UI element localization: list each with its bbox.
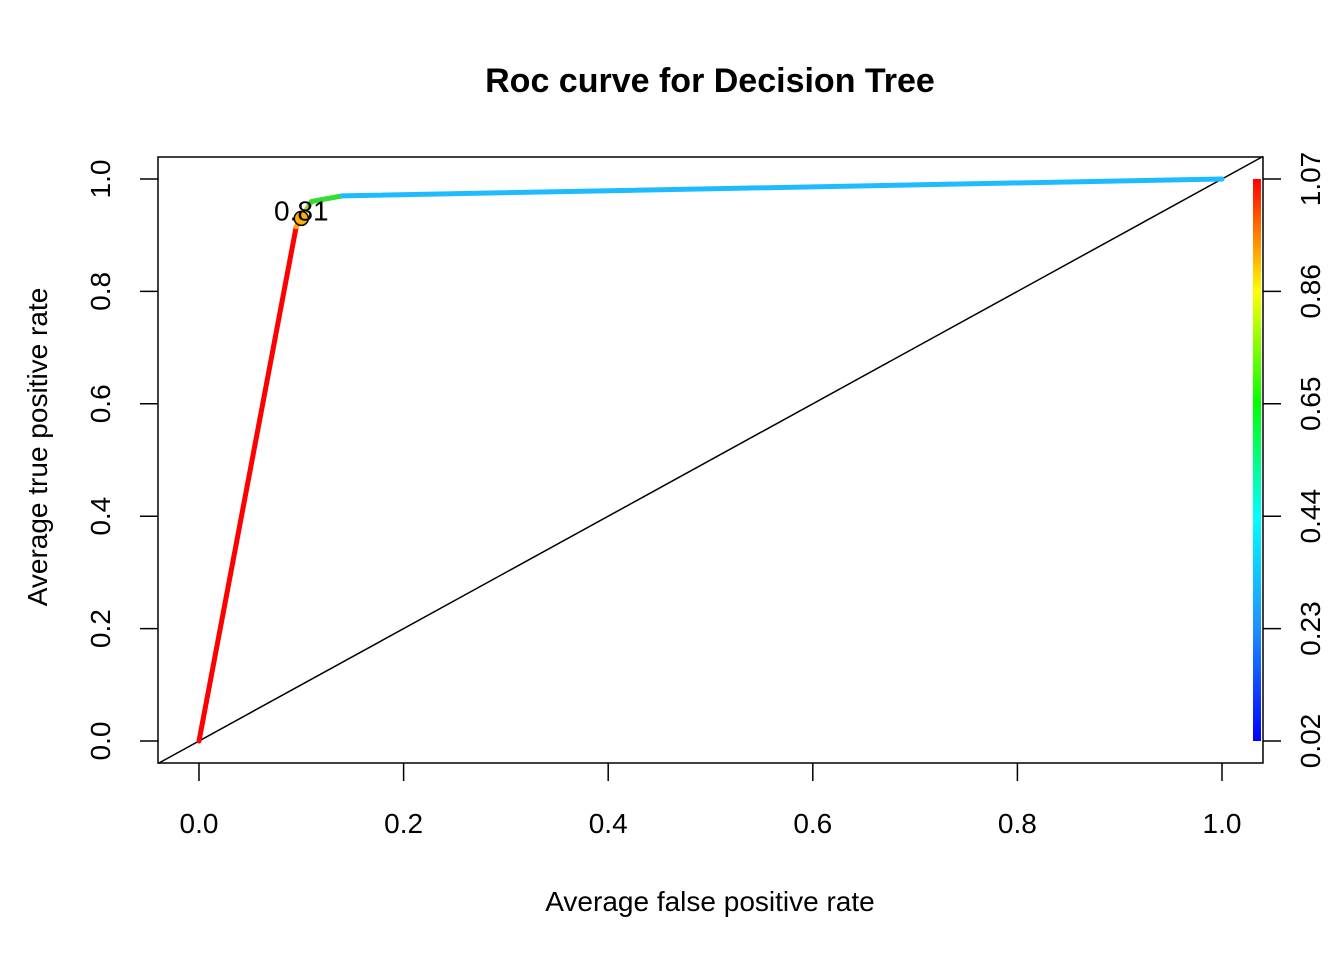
x-tick-label: 0.2 <box>384 808 423 839</box>
x-tick-label: 0.6 <box>793 808 832 839</box>
colorbar-tick-label: 0.44 <box>1295 489 1326 544</box>
colorbar-tick-label: 0.23 <box>1295 601 1326 656</box>
x-tick-label: 0.8 <box>998 808 1037 839</box>
roc-curve-segment <box>339 176 1225 199</box>
y-axis: 0.0 0.2 0.4 0.6 0.8 1.0 <box>85 160 158 761</box>
y-axis-label: Average true positive rate <box>22 288 53 607</box>
colorbar: 0.02 0.23 0.44 0.65 0.86 1.07 <box>1253 152 1326 769</box>
y-tick-label: 0.2 <box>85 609 116 648</box>
roc-curve-segment <box>309 193 345 204</box>
cutoff-annotation-layer: 0.81 <box>274 195 329 226</box>
x-tick-label: 0.0 <box>180 808 219 839</box>
chance-diagonal-layer <box>157 155 1264 765</box>
colorbar-tick-label: 0.65 <box>1295 377 1326 432</box>
y-tick-label: 0.4 <box>85 497 116 536</box>
colorbar-tick-label: 0.86 <box>1295 264 1326 319</box>
x-axis-label: Average false positive rate <box>545 886 874 917</box>
chart-title: Roc curve for Decision Tree <box>485 62 935 100</box>
chance-diagonal-line <box>157 155 1264 765</box>
plot-frame <box>157 156 1264 764</box>
roc-curve-segment <box>196 224 299 744</box>
y-tick-label: 0.0 <box>85 722 116 761</box>
y-tick-label: 1.0 <box>85 160 116 199</box>
x-tick-label: 0.4 <box>589 808 628 839</box>
colorbar-tick-label: 0.02 <box>1295 714 1326 769</box>
y-tick-label: 0.8 <box>85 272 116 311</box>
cutoff-label: 0.81 <box>274 195 329 226</box>
x-tick-label: 1.0 <box>1203 808 1242 839</box>
x-axis: 0.0 0.2 0.4 0.6 0.8 1.0 <box>180 763 1242 839</box>
colorbar-tick-label: 1.07 <box>1295 152 1326 207</box>
cutoff-point <box>293 210 310 227</box>
y-tick-label: 0.6 <box>85 384 116 423</box>
colorbar-gradient <box>1253 179 1261 741</box>
